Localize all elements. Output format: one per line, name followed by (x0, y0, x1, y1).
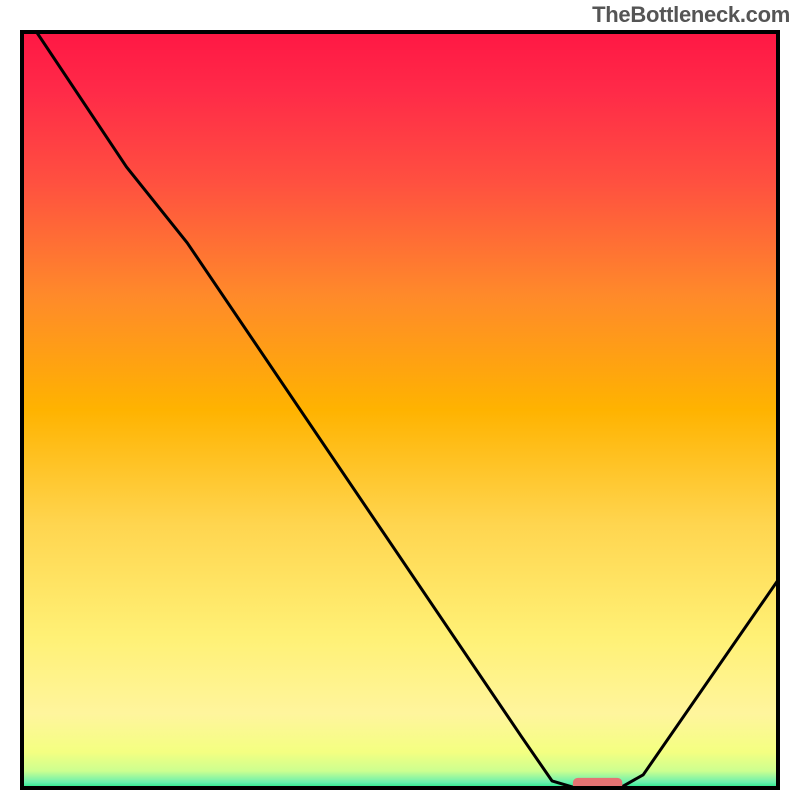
plot-area (20, 30, 780, 790)
optimal-marker (573, 778, 622, 790)
plot-svg (20, 30, 780, 790)
bottleneck-curve (35, 30, 780, 788)
watermark-text: TheBottleneck.com (592, 2, 790, 28)
chart-container: TheBottleneck.com (0, 0, 800, 800)
gradient-background (20, 30, 780, 790)
